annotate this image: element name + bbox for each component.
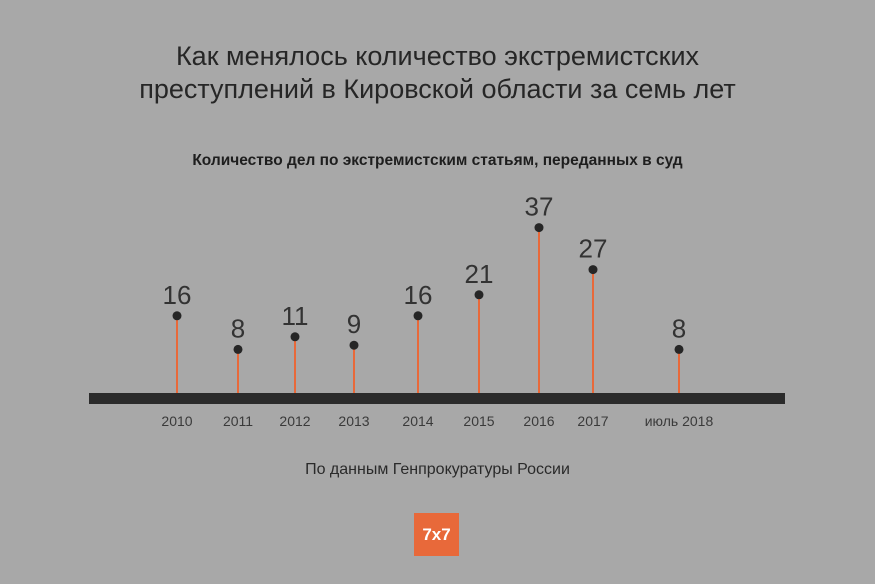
- data-label: 37: [525, 192, 554, 222]
- data-label: 9: [347, 309, 361, 339]
- source-note: По данным Генпрокуратуры России: [305, 461, 570, 478]
- chart-subtitle: Количество дел по экстремистским статьям…: [192, 152, 683, 169]
- data-point: [534, 223, 544, 233]
- data-point: [674, 344, 684, 354]
- x-tick-label: 2013: [338, 413, 369, 429]
- data-point: [172, 311, 182, 321]
- x-tick-label: 2015: [463, 413, 494, 429]
- data-point: [233, 344, 243, 354]
- x-tick-label: 2010: [161, 413, 192, 429]
- data-label: 16: [163, 280, 192, 310]
- x-tick-label: 2012: [279, 413, 310, 429]
- x-tick-label: 2017: [577, 413, 608, 429]
- data-label: 8: [672, 313, 686, 343]
- data-point: [474, 290, 484, 300]
- x-tick-label: июль 2018: [645, 413, 714, 429]
- chart-title: Как менялось количество экстремистских пр…: [139, 41, 736, 104]
- data-point: [588, 265, 598, 275]
- x-tick-label: 2011: [223, 413, 253, 429]
- data-point: [349, 340, 359, 350]
- data-label: 27: [579, 234, 608, 264]
- x-axis-bar: [89, 393, 785, 404]
- data-label: 11: [282, 301, 309, 331]
- x-tick-label: 2016: [523, 413, 554, 429]
- data-label: 21: [465, 259, 494, 289]
- x-tick-label: 2014: [402, 413, 433, 429]
- data-point: [413, 311, 423, 321]
- data-label: 16: [404, 280, 433, 310]
- logo-7x7: 7x7: [414, 513, 459, 556]
- data-point: [290, 332, 300, 342]
- data-label: 8: [231, 313, 245, 343]
